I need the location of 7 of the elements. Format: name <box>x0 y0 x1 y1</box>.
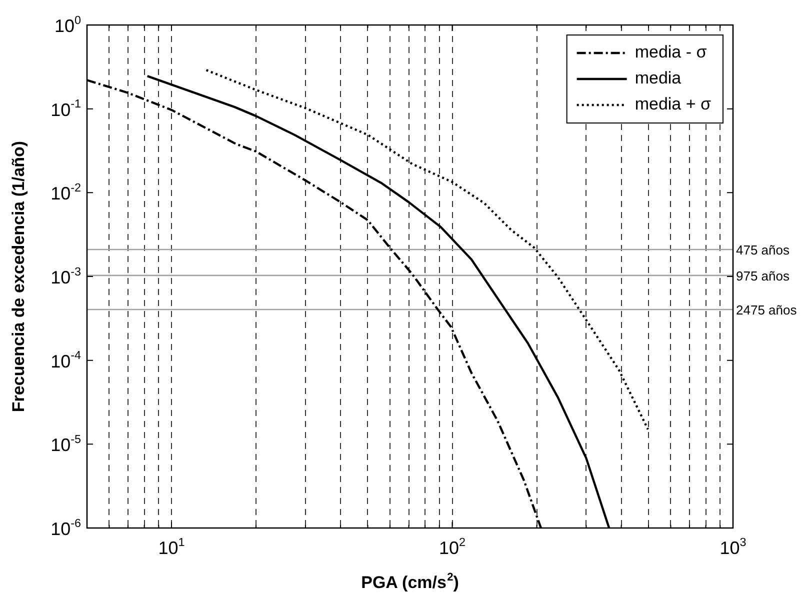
legend-label: media + σ <box>634 94 712 114</box>
legend-label: media <box>634 68 682 88</box>
y-axis-title: Frecuencia de excedencia (1/año) <box>9 140 28 412</box>
ref-line-label: 475 años <box>736 242 790 258</box>
legend-label: media - σ <box>634 42 708 62</box>
ref-line-label: 2475 años <box>736 302 798 318</box>
ref-line-label: 975 años <box>736 268 790 284</box>
